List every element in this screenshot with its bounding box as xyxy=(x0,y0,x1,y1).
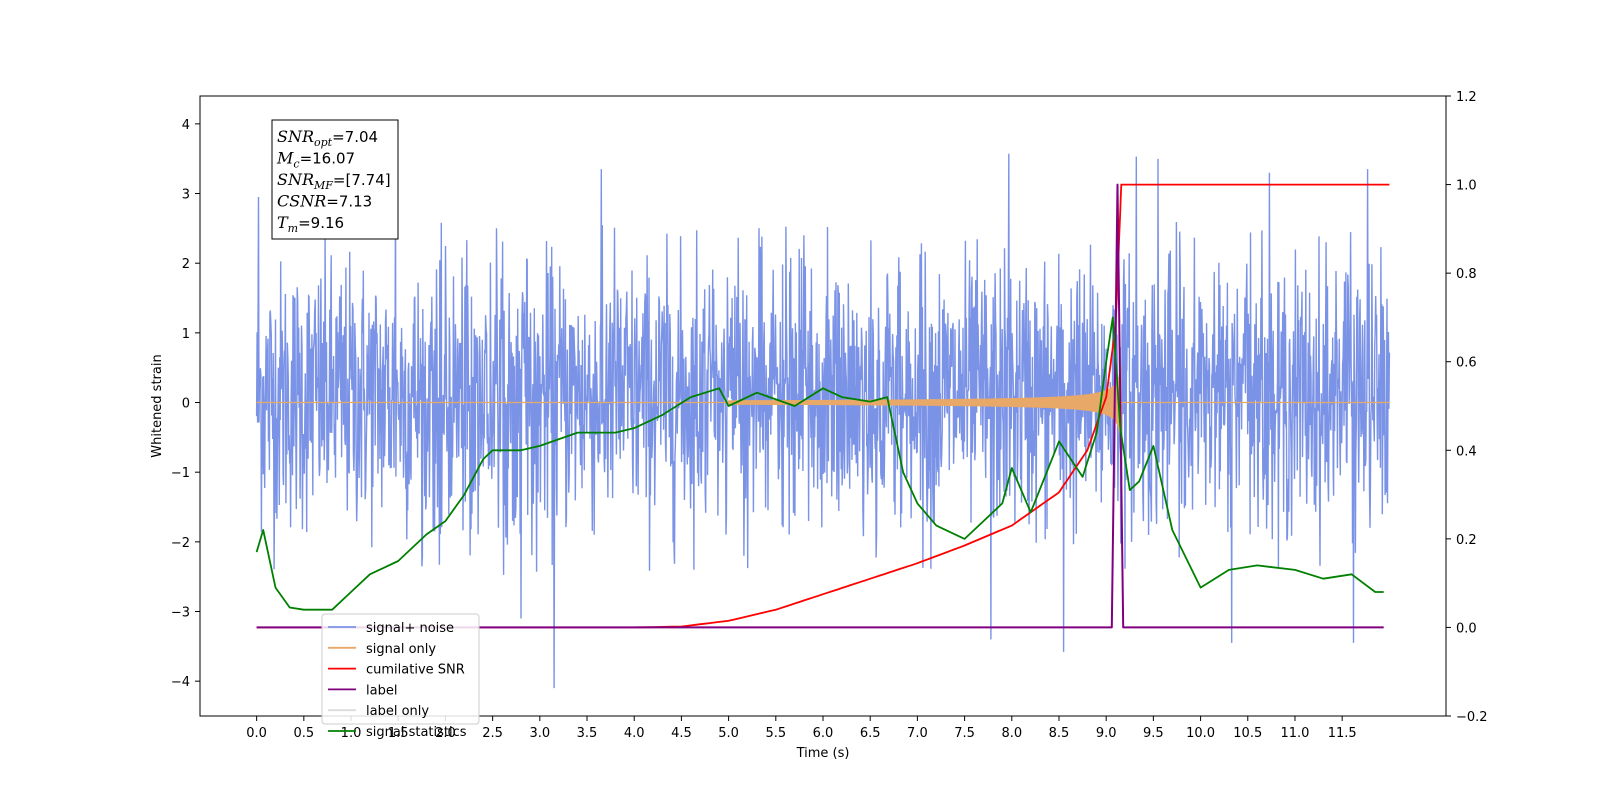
x-tick-label: 4.0 xyxy=(624,726,645,741)
y-left-tick-label: −3 xyxy=(171,606,190,621)
legend-frame xyxy=(321,613,480,725)
x-axis-label: Time (s) xyxy=(796,746,850,761)
legend-label: signal only xyxy=(366,642,436,657)
x-tick-label: 7.5 xyxy=(954,726,975,741)
y-left-ticks: −4 −3 −2 −1 0 1 2 3 4 xyxy=(171,118,200,690)
x-tick-label: 11.0 xyxy=(1280,726,1309,741)
x-tick-label: 4.5 xyxy=(671,726,692,741)
x-tick-label: 6.0 xyxy=(813,726,834,741)
legend-label: signal statistics xyxy=(366,725,467,740)
x-tick-label: 9.5 xyxy=(1143,726,1164,741)
series-signal-only-line xyxy=(256,365,1390,444)
x-tick-label: 5.0 xyxy=(718,726,739,741)
y-right-tick-label: 0.4 xyxy=(1456,444,1477,459)
legend-label: label only xyxy=(366,704,429,719)
x-ticks: 0.0 0.5 1.0 1.5 2.0 2.5 3.0 3.5 4.0 4.5 5.0 5.5 6.0 6… xyxy=(246,716,1357,741)
y-left-tick-label: 4 xyxy=(182,118,190,133)
x-tick-label: 0.0 xyxy=(246,726,267,741)
plot-area xyxy=(199,95,1447,717)
y-right-tick-label: 0.2 xyxy=(1456,533,1477,548)
legend-label: label xyxy=(366,683,397,698)
legend-label: signal+ noise xyxy=(366,621,454,636)
y-right-tick-label: 0.8 xyxy=(1456,267,1477,282)
y-left-tick-label: 2 xyxy=(182,257,190,272)
x-tick-label: 8.0 xyxy=(1001,726,1022,741)
x-tick-label: 10.0 xyxy=(1186,726,1215,741)
y-right-tick-label: −0.2 xyxy=(1456,710,1488,725)
y-left-tick-label: 3 xyxy=(182,188,190,203)
y-right-tick-label: 0.6 xyxy=(1456,356,1477,371)
annotation-line: SNRMF=[7.74] xyxy=(277,170,391,192)
annotation-line: SNRopt=7.04 xyxy=(277,127,378,149)
x-tick-label: 6.5 xyxy=(860,726,881,741)
legend-label: cumilative SNR xyxy=(366,663,465,678)
y-left-tick-label: −1 xyxy=(171,466,190,481)
x-tick-label: 0.5 xyxy=(293,726,314,741)
y-axis-label: Whitened strain xyxy=(150,354,165,457)
series-signal-statistics-line xyxy=(255,316,1384,611)
annotation-line: Tm=9.16 xyxy=(277,213,344,235)
x-tick-label: 11.5 xyxy=(1328,726,1357,741)
x-tick-label: 10.5 xyxy=(1233,726,1262,741)
x-tick-label: 5.5 xyxy=(765,726,786,741)
x-tick-label: 3.0 xyxy=(529,726,550,741)
x-tick-label: 2.0 xyxy=(435,726,456,741)
annotation-box: SNRopt=7.04Mc=16.07SNRMF=[7.74]CSNR=7.13… xyxy=(271,119,399,240)
x-tick-label: 3.5 xyxy=(577,726,598,741)
y-right-tick-label: 0.0 xyxy=(1456,621,1477,636)
x-tick-label: 9.0 xyxy=(1096,726,1117,741)
y-right-tick-label: 1.0 xyxy=(1456,179,1477,194)
legend: signal+ noise signal only cumilative SNR la… xyxy=(321,613,480,740)
x-tick-label: 8.5 xyxy=(1049,726,1070,741)
y-left-tick-label: −2 xyxy=(171,536,190,551)
annotation-line: Mc=16.07 xyxy=(276,149,355,171)
series-layer xyxy=(255,153,1391,689)
series-cumulative-snr-line xyxy=(256,183,1390,629)
series-signal-noise-line xyxy=(255,153,1391,689)
y-left-tick-label: 0 xyxy=(182,397,190,412)
series-label-line xyxy=(256,183,1384,629)
y-right-ticks: −0.2 0.0 0.2 0.4 0.6 0.8 1.0 1.2 xyxy=(1446,90,1488,725)
x-tick-label: 1.0 xyxy=(341,726,362,741)
x-tick-label: 1.5 xyxy=(388,726,409,741)
x-tick-label: 2.5 xyxy=(482,726,503,741)
y-right-tick-label: 1.2 xyxy=(1456,90,1477,105)
y-left-tick-label: −4 xyxy=(171,675,190,690)
x-tick-label: 7.0 xyxy=(907,726,928,741)
y-left-tick-label: 1 xyxy=(182,327,190,342)
annotation-frame xyxy=(271,119,399,240)
annotation-line: CSNR=7.13 xyxy=(277,192,372,211)
